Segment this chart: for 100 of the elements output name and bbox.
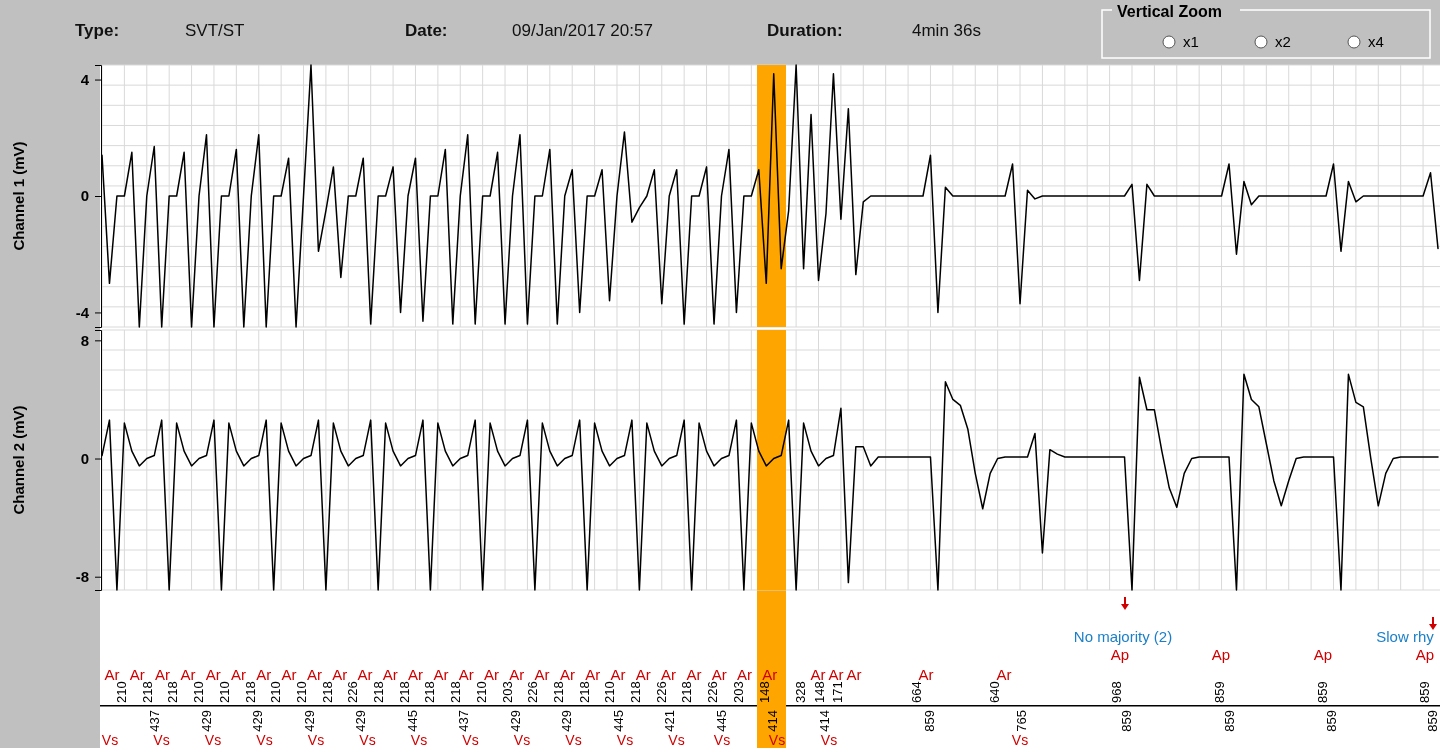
text: 445	[404, 710, 420, 732]
text: 226	[525, 681, 541, 703]
text: Ar	[231, 666, 246, 683]
y-axis-title: Channel 1 (mV)	[10, 141, 27, 251]
text: Ar	[585, 666, 601, 683]
text: SVT/ST	[185, 21, 245, 40]
text: Ar	[737, 666, 752, 683]
text: Vs	[204, 732, 222, 748]
text: 218	[319, 681, 335, 703]
text: 218	[448, 681, 464, 703]
text: Ar	[484, 666, 499, 683]
text: Ar	[129, 666, 145, 683]
text: Ar	[205, 666, 221, 683]
text: Ar	[810, 666, 826, 683]
text: 218	[628, 681, 643, 703]
text: 203	[730, 681, 746, 703]
text: x4	[1368, 33, 1384, 50]
text: Vs	[410, 732, 428, 748]
text: 226	[653, 681, 669, 703]
text: 414	[817, 710, 832, 732]
text: 328	[793, 681, 808, 703]
y-tick-label: -4	[75, 303, 90, 321]
text: 859	[1417, 681, 1432, 703]
text: Vertical Zoom	[1117, 3, 1222, 20]
text: Vs	[616, 732, 634, 748]
text: x2	[1275, 33, 1291, 50]
text: 859	[1222, 710, 1237, 732]
text: x1	[1183, 33, 1199, 50]
text: 171	[830, 681, 845, 703]
text: 218	[679, 681, 695, 703]
text: 414	[765, 710, 780, 732]
text: 429	[301, 710, 317, 732]
text: Ar	[996, 666, 1012, 683]
text: 859	[1119, 710, 1134, 732]
text: Vs	[668, 732, 685, 748]
text: 859	[1425, 710, 1440, 732]
text: 218	[165, 681, 181, 703]
text: 429	[507, 710, 523, 732]
text: 226	[705, 681, 721, 703]
text: 429	[353, 710, 368, 732]
text: 765	[1014, 710, 1029, 732]
text: 210	[268, 681, 284, 703]
text: 859	[1315, 681, 1330, 703]
y-axis-title: Channel 2 (mV)	[10, 405, 27, 515]
text: 968	[1109, 681, 1124, 703]
text: 210	[216, 681, 232, 703]
text: Vs	[101, 732, 119, 748]
text: 148	[812, 681, 827, 703]
text: Ar	[306, 666, 322, 683]
text: Ap	[1415, 646, 1435, 663]
text: 437	[456, 710, 471, 732]
text: 640	[987, 681, 1002, 703]
text: Vs	[307, 732, 325, 748]
text: Ar	[635, 666, 651, 683]
text: 218	[139, 681, 155, 703]
text: 218	[422, 681, 438, 703]
y-tick-label: 0	[80, 449, 89, 467]
text: Ar	[534, 666, 550, 683]
text: Ar	[256, 666, 272, 683]
text: 203	[499, 681, 515, 703]
text: 421	[662, 710, 677, 732]
text: 445	[713, 710, 729, 732]
text: Vs	[820, 732, 838, 748]
text: 218	[371, 681, 386, 703]
text: No majority (2)	[1073, 628, 1173, 645]
text: Ar	[458, 666, 474, 683]
text: 210	[293, 681, 309, 703]
text: Ar	[408, 666, 424, 683]
y-tick-label: 4	[80, 70, 90, 88]
text: Ar	[846, 666, 862, 683]
text: Ar	[711, 666, 727, 683]
text: Ar	[281, 666, 297, 683]
text: 437	[147, 710, 162, 732]
text: 664	[909, 681, 924, 703]
text: Duration:	[767, 21, 843, 40]
text: Ar	[559, 666, 575, 683]
text: Ap	[1110, 646, 1130, 663]
text: Vs	[1011, 732, 1029, 748]
text: Ar	[610, 666, 626, 683]
text: 218	[242, 681, 258, 703]
text: Ar	[509, 666, 525, 683]
text: Ar	[104, 666, 120, 683]
text: 859	[1212, 681, 1227, 703]
text: Date:	[405, 21, 448, 40]
text: Slow rhy	[1376, 628, 1435, 645]
text: Ar	[155, 666, 171, 683]
text: 445	[610, 710, 626, 732]
text: Ap	[1211, 646, 1231, 663]
text: 210	[114, 681, 129, 703]
text: Vs	[713, 732, 731, 748]
text: 148	[756, 681, 772, 703]
text: 210	[191, 681, 207, 703]
text: Ar	[332, 666, 348, 683]
y-tick-label: -8	[75, 568, 89, 585]
text: Vs	[359, 732, 376, 748]
text: Vs	[768, 732, 786, 748]
text: 429	[559, 710, 574, 732]
text: Ar	[433, 666, 449, 683]
text: Vs	[256, 732, 273, 748]
text: Ar	[661, 666, 677, 683]
